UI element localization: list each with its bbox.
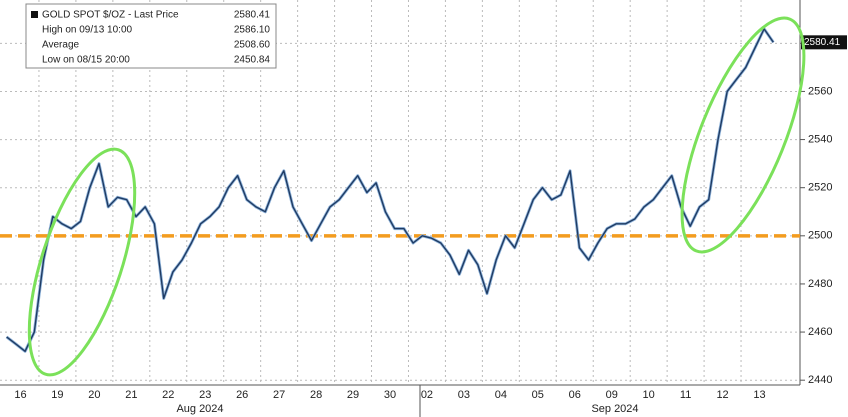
y-tick-label: 2440	[808, 374, 832, 386]
x-tick-label: 03	[458, 389, 470, 401]
legend-value: 2586.10	[234, 25, 271, 36]
x-tick-label: 10	[643, 389, 655, 401]
legend-label: Low on 08/15 20:00	[42, 55, 130, 66]
x-tick-label: 30	[384, 389, 396, 401]
x-tick-label: 02	[421, 389, 433, 401]
price-line	[6, 28, 774, 352]
last-price-tag	[801, 35, 847, 50]
x-tick-label: 06	[569, 389, 581, 401]
last-price-label: 2580.41	[804, 37, 841, 48]
legend-value: 2508.60	[234, 40, 271, 51]
x-tick-label: 04	[495, 389, 507, 401]
x-tick-label: 05	[532, 389, 544, 401]
x-tick-label: 23	[199, 389, 211, 401]
legend-label: High on 09/13 10:00	[42, 25, 133, 36]
legend: GOLD SPOT $/OZ - Last Price 2580.41 High o…	[25, 3, 277, 69]
y-tick-label: 2520	[808, 182, 832, 194]
x-tick-label: 19	[51, 389, 63, 401]
legend-swatch	[31, 11, 38, 18]
legend-label: Average	[42, 40, 80, 51]
month-label: Sep 2024	[591, 403, 638, 415]
x-tick-label: 26	[236, 389, 248, 401]
highlight-ellipse	[680, 16, 806, 254]
x-tick-label: 20	[88, 389, 100, 401]
month-label: Aug 2024	[176, 403, 223, 415]
y-tick-label: 2480	[808, 278, 832, 290]
x-tick-label: 29	[347, 389, 359, 401]
x-tick-label: 13	[753, 389, 765, 401]
y-tick-label: 2460	[808, 326, 832, 338]
x-tick-label: 28	[310, 389, 322, 401]
x-tick-label: 21	[125, 389, 137, 401]
legend-box	[25, 3, 277, 69]
x-tick-label: 09	[606, 389, 618, 401]
legend-value: 2580.41	[234, 10, 271, 21]
x-tick-label: 16	[14, 389, 26, 401]
x-tick-label: 12	[716, 389, 728, 401]
y-tick-label: 2560	[808, 85, 832, 97]
legend-label: GOLD SPOT $/OZ - Last Price	[42, 10, 179, 21]
y-tick-label: 2500	[808, 230, 832, 242]
price-line-halo	[5, 27, 775, 353]
x-tick-label: 22	[162, 389, 174, 401]
legend-value: 2450.84	[234, 55, 271, 66]
highlight-ellipse	[27, 147, 137, 377]
x-tick-label: 27	[273, 389, 285, 401]
y-tick-label: 2540	[808, 133, 832, 145]
x-tick-label: 11	[680, 389, 691, 401]
